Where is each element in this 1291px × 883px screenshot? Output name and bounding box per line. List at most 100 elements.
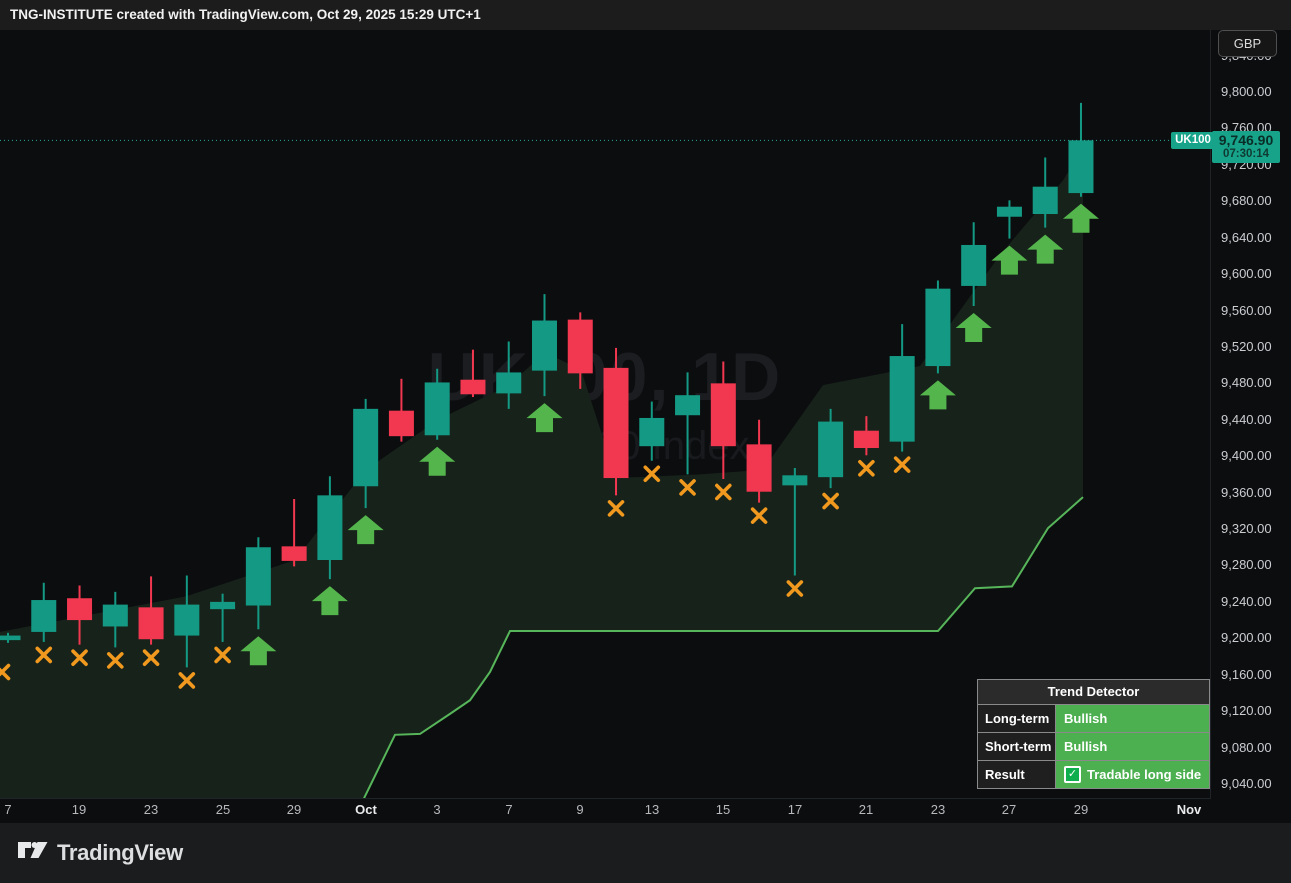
price-axis-label: 9,440.00 [1221,411,1272,427]
price-axis-label: 9,200.00 [1221,630,1272,646]
currency-button[interactable]: GBP [1218,30,1277,57]
tradingview-logo-icon[interactable] [18,842,48,864]
candle-body [675,395,701,416]
price-axis-label: 9,320.00 [1221,521,1272,537]
candle-body [353,408,379,487]
time-axis-label: 19 [71,802,87,817]
candle-body [710,383,736,447]
time-axis-label: 25 [215,802,231,817]
time-axis-label: 23 [143,802,159,817]
chart-canvas[interactable] [0,30,1210,798]
candle-body [317,495,343,560]
time-axis-label: 3 [433,802,441,817]
time-axis-label: 27 [1001,802,1017,817]
checkbox-check-icon: ✓ [1064,766,1081,783]
x-marker-icon [178,672,196,689]
brand-name[interactable]: TradingView [57,840,183,865]
price-axis-label: 9,120.00 [1221,703,1272,719]
time-axis-label: 15 [715,802,731,817]
candle-body [818,421,844,478]
candle-body [281,546,307,561]
x-marker-icon [893,456,911,473]
candle-body [746,444,772,492]
price-axis-label: 9,360.00 [1221,484,1272,500]
symbol-pill-text: UK100 [1175,133,1211,146]
attribution-bar: TNG-INSTITUTE created with TradingView.c… [0,0,1291,30]
trend-detector-panel: Trend Detector Long-term Bullish Short-t… [977,679,1210,789]
buy-arrow-icon [919,380,956,410]
trend-panel-title: Trend Detector [978,680,1209,705]
time-axis-label: 29 [286,802,302,817]
buy-arrow-icon [1062,203,1099,233]
time-axis-label: 29 [1073,802,1089,817]
trend-fill-area [0,148,1083,798]
candle-body [961,244,987,286]
x-marker-icon [786,580,804,597]
trend-row-label: Short-term [978,733,1056,760]
time-axis-label: 9 [576,802,584,817]
candle-body [424,382,450,436]
x-marker-icon [0,663,11,681]
buy-arrow-icon [526,403,563,433]
candle-body [496,372,522,394]
candle-body [210,601,236,610]
chart-pane[interactable] [0,30,1211,799]
x-marker-icon [822,492,839,510]
price-axis-label: 9,280.00 [1221,557,1272,573]
candle-body [996,206,1022,217]
time-axis-label: 21 [858,802,874,817]
buy-arrow-icon [1027,234,1064,264]
x-marker-icon [858,459,875,477]
price-axis-label: 9,520.00 [1221,338,1272,354]
candle-body [102,604,128,627]
last-price-value: 9,746.90 [1218,132,1274,149]
candle-body [567,319,593,374]
x-marker-icon [106,652,124,669]
candle-body [603,367,629,479]
x-marker-icon [142,649,160,666]
x-marker-icon [679,479,696,496]
x-marker-icon [214,646,231,664]
buy-arrow-icon [419,446,456,476]
candle-body [639,417,665,447]
symbol-price-pill: UK100 [1171,131,1215,149]
trend-line [363,496,1084,798]
candle-body [1032,186,1058,215]
trend-row-label: Long-term [978,705,1056,732]
price-axis-label: 9,800.00 [1221,84,1272,99]
currency-button-label: GBP [1233,36,1262,51]
price-axis-label: 9,600.00 [1221,266,1272,282]
time-axis-label: 7 [505,802,513,817]
candle-body [460,379,486,395]
time-axis-label: 13 [644,802,660,817]
time-axis[interactable]: 7 19 23 25 29 Oct 3 7 9 13 15 17 21 23 27 29 Nov [0,798,1210,823]
price-axis-label: 9,680.00 [1221,193,1272,209]
x-marker-icon [71,649,88,666]
price-axis-label: 9,480.00 [1221,375,1272,391]
candle-body [245,547,271,606]
time-axis-label: 17 [787,802,803,817]
price-axis-label: 9,560.00 [1221,302,1272,318]
x-marker-icon [643,465,661,483]
trend-panel-row-short-term: Short-term Bullish [978,733,1209,761]
trend-row-value: Bullish [1056,733,1209,760]
time-axis-label: 23 [930,802,946,817]
price-axis-label: 9,080.00 [1221,739,1272,755]
buy-arrow-icon [955,312,992,342]
buy-arrow-icon [240,636,277,666]
buy-arrow-icon [311,586,348,616]
trend-panel-row-result: Result ✓ Tradable long side [978,761,1209,788]
price-axis-label: 9,040.00 [1221,775,1272,791]
candle-body [138,607,164,640]
price-axis-label: 9,640.00 [1221,229,1272,245]
x-marker-icon [35,646,53,664]
price-axis-label: 9,160.00 [1221,666,1272,682]
trend-result-text: Tradable long side [1087,767,1202,782]
candle-body [31,600,57,632]
x-marker-icon [750,507,768,524]
attribution-text: TNG-INSTITUTE created with TradingView.c… [10,7,481,22]
candle-body [67,598,93,621]
trend-row-value: ✓ Tradable long side [1056,761,1209,788]
time-axis-label: 7 [4,802,12,817]
